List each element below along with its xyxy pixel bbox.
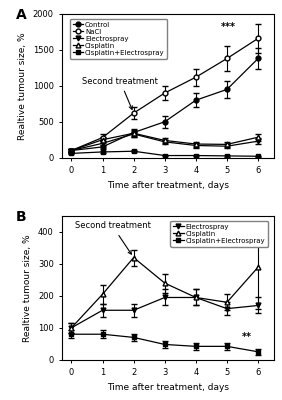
Legend: Control, NaCl, Electrospray, Cisplatin, Cisplatin+Electrospray: Control, NaCl, Electrospray, Cisplatin, … — [70, 19, 168, 58]
Legend: Electrospray, Cisplatin, Cisplatin+Electrospray: Electrospray, Cisplatin, Cisplatin+Elect… — [170, 221, 268, 246]
Text: **: ** — [242, 332, 252, 342]
Y-axis label: Realtive tumour size, %: Realtive tumour size, % — [18, 32, 27, 140]
Text: A: A — [16, 8, 26, 22]
Y-axis label: Realtive tumour size, %: Realtive tumour size, % — [23, 234, 32, 342]
X-axis label: Time after treatment, days: Time after treatment, days — [107, 383, 229, 392]
Text: Second treatment: Second treatment — [82, 77, 158, 110]
Text: ***: *** — [221, 22, 236, 32]
Text: B: B — [16, 210, 26, 224]
Text: Second treatment: Second treatment — [74, 221, 150, 254]
X-axis label: Time after treatment, days: Time after treatment, days — [107, 180, 229, 190]
